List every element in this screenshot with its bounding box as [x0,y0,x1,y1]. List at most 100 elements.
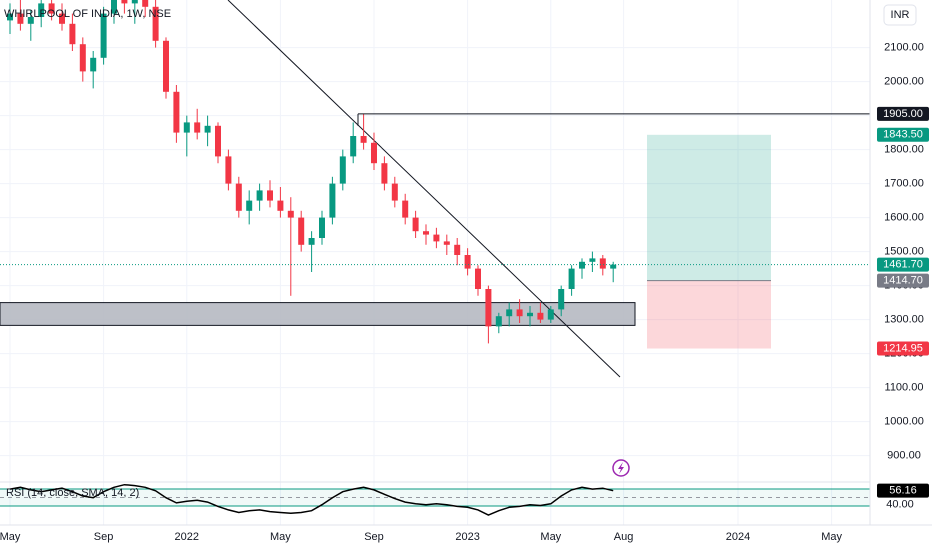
y-tick-label: 1700.00 [884,178,924,190]
rsi-tick-label: 40.00 [886,499,914,511]
y-tick-label: 1300.00 [884,314,924,326]
candle-body [152,6,159,41]
price-label: 1905.00 [883,108,923,120]
candle-body [319,217,325,238]
candle-body [90,57,97,72]
candle-body [350,136,357,157]
candle-body [287,210,294,218]
y-tick-label: 1100.00 [885,382,924,394]
price-label: 1461.70 [883,259,923,271]
candle-body [485,289,492,327]
candles [7,0,617,344]
rsi-value-label: 56.16 [889,485,917,497]
rsi-title: RSI (14, close, SMA, 14, 2) [6,487,139,499]
candle-body [599,258,606,269]
x-tick-label: Aug [614,531,634,543]
candle-body [402,200,409,218]
price-label-box [877,273,929,288]
y-tick-label: 1600.00 [884,212,924,224]
candle-body [537,312,544,320]
candle-body [131,0,138,4]
candle-body [610,264,617,269]
y-tick-label: 2100.00 [884,42,924,54]
x-tick-label: 2022 [175,531,199,543]
candle-body [329,183,336,218]
candle-body [381,163,388,184]
price-label-box [877,257,929,272]
price-label-box [877,341,929,356]
x-tick-label: May [0,531,21,543]
candle-body [235,183,242,211]
candle-body [27,17,34,24]
currency-label[interactable]: INR [891,9,910,21]
support-zone [0,302,636,326]
candle-body [464,255,471,269]
candle-body [589,258,596,262]
x-tick-label: Sep [364,531,384,543]
x-tick-label: May [540,531,561,543]
price-label: 1214.95 [883,342,923,354]
candle-body [412,217,419,232]
chart-title: WHIRLPOOL OF INDIA, 1W, NSE [4,8,171,20]
candle-body [215,125,221,157]
candle-body [495,316,502,327]
x-tick-label: May [821,531,842,543]
candle-body [173,91,180,133]
rsi-layer [9,483,614,516]
candle-body [298,217,305,245]
candle-body [568,268,575,289]
x-tick-label: May [270,531,291,543]
trend-line [227,0,621,378]
candle-body [516,309,523,317]
y-tick-label: 900.00 [887,450,921,462]
candle-body [121,0,128,4]
candle-body [69,23,76,45]
candle-body [204,125,211,133]
loss-zone [647,280,771,349]
candle-body [475,268,481,289]
candle-body [142,0,149,7]
x-tick-label: 2024 [726,531,750,543]
candle-body [183,122,190,133]
price-label-box [877,127,929,142]
position-layer [647,134,771,349]
candle-body [38,3,45,18]
candle-body [308,238,315,245]
candle-body [371,142,377,164]
y-tick-label: 1000.00 [884,416,924,428]
y-tick-label: 1800.00 [884,144,924,156]
price-label: 1414.70 [883,275,923,287]
candle-body [163,40,169,92]
profit-zone [647,134,771,281]
candle-body [579,261,585,269]
candle-body [79,44,86,72]
candle-body [339,156,346,184]
candle-body [100,13,107,58]
rsi-line [9,483,614,516]
rsi-value-box [877,483,929,498]
candle-body [558,289,565,310]
candle-body [267,190,273,201]
candle-body [391,183,398,201]
candle-body [547,309,554,320]
price-label: 1843.50 [883,129,923,141]
candle-body [527,312,533,317]
event-icon-bolt [618,462,624,474]
candle-body [7,13,13,21]
candle-body [277,200,284,211]
candle-body [506,309,513,317]
currency-button[interactable] [883,4,917,26]
x-tick-label: Sep [94,531,114,543]
candle-body [48,3,55,14]
zone-layer [0,302,636,326]
candle-body [360,136,367,143]
candle-body [59,13,65,24]
candle-body [443,241,450,245]
levels [0,113,870,266]
x-tick-label: 2023 [455,531,479,543]
candle-body [433,234,440,242]
candle-body [246,200,253,211]
candle-body [225,156,232,184]
